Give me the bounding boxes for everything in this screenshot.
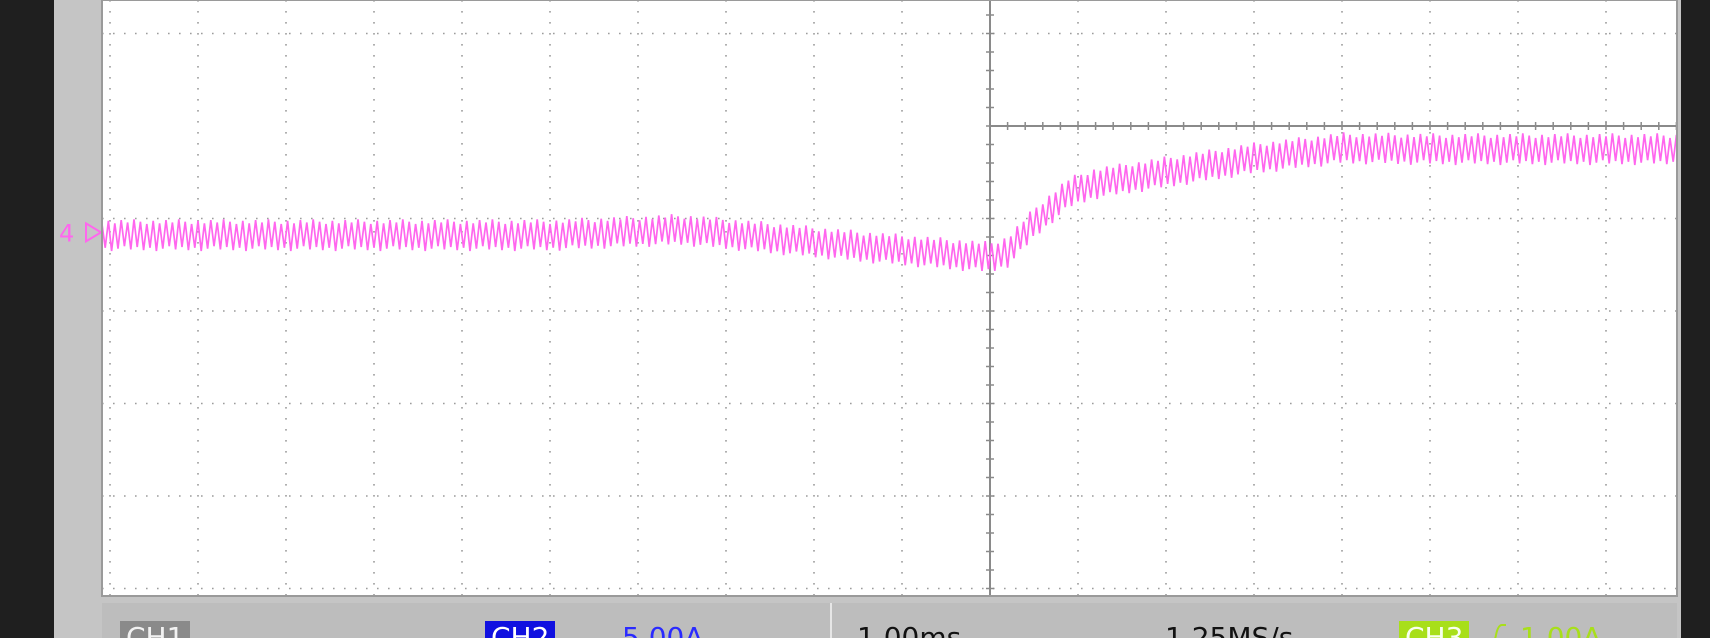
- channel-markers: 34: [59, 219, 103, 247]
- trace-layer: [101, 132, 1678, 271]
- trace-ch4: [101, 132, 1678, 271]
- ch4-marker-label: 4: [59, 219, 74, 247]
- status-bar: CH1 CH2 5.00A 1.00ms 1.25MS/s CH3 1.00A: [102, 603, 1677, 638]
- plot-border: [101, 0, 1678, 597]
- ch4-offset-marker[interactable]: [85, 221, 103, 244]
- plot-area: [102, 0, 1677, 596]
- ch2-scale-value: 5.00A: [622, 621, 704, 638]
- timebase-value[interactable]: 1.00ms: [857, 621, 962, 638]
- sample-rate-value: 1.25MS/s: [1165, 621, 1294, 638]
- ch2-label[interactable]: CH2: [485, 621, 556, 638]
- trigger-level-value: 1.00A: [1520, 621, 1602, 638]
- trigger-source-label[interactable]: CH3: [1399, 621, 1470, 638]
- status-divider: [830, 603, 832, 638]
- ch1-label[interactable]: CH1: [120, 621, 191, 638]
- rising-edge-icon: [1494, 624, 1506, 638]
- graticule: [102, 0, 1678, 596]
